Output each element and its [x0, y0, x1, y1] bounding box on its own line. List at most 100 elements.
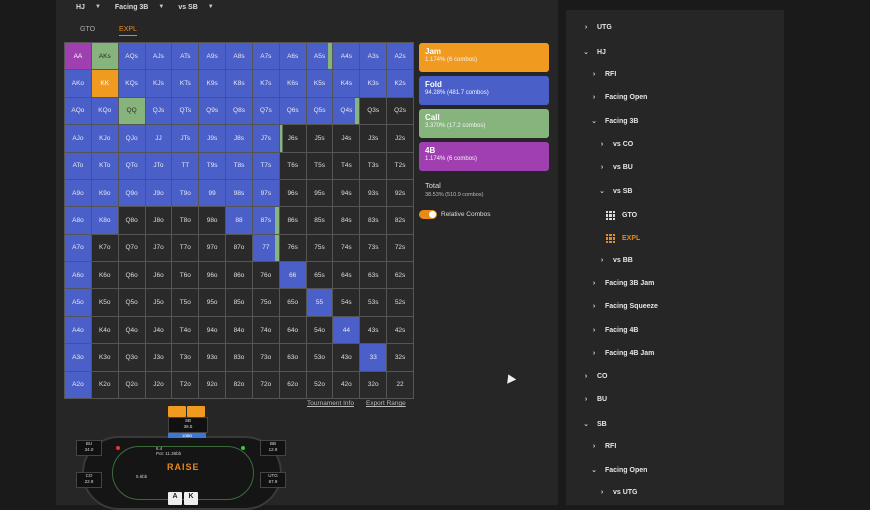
- hand-cell[interactable]: AJo: [65, 125, 91, 152]
- hand-cell[interactable]: 76s: [279, 234, 306, 262]
- hand-cell[interactable]: QJs: [145, 97, 172, 125]
- hand-cell[interactable]: A4o: [65, 316, 91, 344]
- hand-cell[interactable]: JTs: [172, 125, 199, 152]
- hand-cell[interactable]: Q7o: [118, 234, 145, 262]
- hand-cell[interactable]: 85o: [226, 289, 252, 316]
- tree-node[interactable]: ⌄ HJ: [582, 48, 606, 57]
- toggle-switch[interactable]: [419, 210, 437, 219]
- hand-cell[interactable]: Q6o: [118, 262, 145, 289]
- tree-node[interactable]: EXPL: [606, 234, 640, 243]
- hand-cell[interactable]: 22: [387, 371, 413, 398]
- hand-cell[interactable]: 92o: [199, 371, 226, 398]
- hand-cell[interactable]: KQs: [118, 70, 145, 97]
- hand-cell[interactable]: 83o: [226, 344, 252, 371]
- hand-cell[interactable]: 98s: [226, 179, 252, 207]
- hand-cell[interactable]: A6s: [279, 43, 306, 70]
- hand-cell[interactable]: T3s: [360, 152, 387, 179]
- hand-cell[interactable]: J9s: [199, 125, 226, 152]
- tournament-info-link[interactable]: Tournament Info: [307, 400, 354, 407]
- tab-gto[interactable]: GTO: [80, 26, 96, 33]
- hand-cell[interactable]: A3o: [65, 344, 91, 371]
- hand-cell[interactable]: J5s: [306, 125, 333, 152]
- hand-cell[interactable]: K8s: [226, 70, 252, 97]
- hand-cell[interactable]: K5o: [91, 289, 118, 316]
- hand-cell[interactable]: 32s: [387, 344, 413, 371]
- hand-cell[interactable]: AQs: [118, 43, 145, 70]
- hand-cell[interactable]: 84s: [333, 207, 360, 234]
- hand-cell[interactable]: TT: [172, 152, 199, 179]
- hand-cell[interactable]: K8o: [91, 207, 118, 234]
- hand-cell[interactable]: J7o: [145, 234, 172, 262]
- hand-cell[interactable]: J5o: [145, 289, 172, 316]
- hand-cell[interactable]: 63o: [279, 344, 306, 371]
- hand-cell[interactable]: 87o: [226, 234, 252, 262]
- hand-cell[interactable]: J9o: [145, 179, 172, 207]
- hand-cell[interactable]: KK: [91, 70, 118, 97]
- hand-cell[interactable]: K5s: [306, 70, 333, 97]
- hand-cell[interactable]: T7s: [252, 152, 279, 179]
- hand-cell[interactable]: 54o: [306, 316, 333, 344]
- hand-cell[interactable]: T3o: [172, 344, 199, 371]
- tree-node[interactable]: › Facing Open: [590, 94, 648, 101]
- hand-cell[interactable]: K7s: [252, 70, 279, 97]
- hand-cell[interactable]: J7s: [252, 125, 279, 152]
- hand-cell[interactable]: A2o: [65, 371, 91, 398]
- hand-cell[interactable]: Q6s: [279, 97, 306, 125]
- hand-cell[interactable]: A5o: [65, 289, 91, 316]
- hand-cell[interactable]: J4s: [333, 125, 360, 152]
- hand-cell[interactable]: 88: [226, 207, 252, 234]
- hand-cell[interactable]: J2o: [145, 371, 172, 398]
- hand-cell[interactable]: T8o: [172, 207, 199, 234]
- hand-cell[interactable]: K6s: [279, 70, 306, 97]
- tree-node[interactable]: › vs BU: [598, 164, 633, 171]
- hand-cell[interactable]: 52o: [306, 371, 333, 398]
- seat-utg[interactable]: UTG 67.9: [260, 472, 286, 488]
- tree-node[interactable]: ⌄ SB: [582, 420, 607, 429]
- hand-cell[interactable]: Q2s: [387, 97, 413, 125]
- hand-cell[interactable]: AA: [65, 43, 91, 70]
- hand-cell[interactable]: 76o: [252, 262, 279, 289]
- hand-cell[interactable]: QTo: [118, 152, 145, 179]
- hand-cell[interactable]: 44: [333, 316, 360, 344]
- hand-cell[interactable]: KTo: [91, 152, 118, 179]
- hand-cell[interactable]: 72o: [252, 371, 279, 398]
- hand-cell[interactable]: J4o: [145, 316, 172, 344]
- hand-cell[interactable]: J6o: [145, 262, 172, 289]
- seat-co[interactable]: CO 22.9: [76, 472, 102, 488]
- hand-cell[interactable]: 86s: [279, 207, 306, 234]
- hand-cell[interactable]: Q9o: [118, 179, 145, 207]
- hand-cell[interactable]: A8s: [226, 43, 252, 70]
- hand-cell[interactable]: Q9s: [199, 97, 226, 125]
- action-fold[interactable]: Fold 94.28% (481.7 combos): [419, 76, 549, 105]
- hand-cell[interactable]: 93s: [360, 179, 387, 207]
- hand-cell[interactable]: 62o: [279, 371, 306, 398]
- tree-node[interactable]: › Facing Squeeze: [590, 303, 658, 310]
- hand-cell[interactable]: K9s: [199, 70, 226, 97]
- hand-cell[interactable]: 75s: [306, 234, 333, 262]
- hand-cell[interactable]: A9s: [199, 43, 226, 70]
- hand-cell[interactable]: ATo: [65, 152, 91, 179]
- hand-cell[interactable]: 32o: [360, 371, 387, 398]
- hand-cell[interactable]: T4s: [333, 152, 360, 179]
- hand-cell[interactable]: 54s: [333, 289, 360, 316]
- hand-cell[interactable]: Q8o: [118, 207, 145, 234]
- hand-cell[interactable]: J2s: [387, 125, 413, 152]
- tree-node[interactable]: ⌄ Facing Open: [590, 466, 647, 475]
- hand-cell[interactable]: 52s: [387, 289, 413, 316]
- tree-node[interactable]: › RFI: [590, 443, 616, 450]
- tree-node[interactable]: › Facing 3B Jam: [590, 280, 655, 287]
- hand-cell[interactable]: 74s: [333, 234, 360, 262]
- hand-cell[interactable]: 43o: [333, 344, 360, 371]
- action-4b[interactable]: 4B 1.174% (6 combos): [419, 142, 549, 171]
- hand-cell[interactable]: 86o: [226, 262, 252, 289]
- hand-cell[interactable]: 94s: [333, 179, 360, 207]
- hand-cell[interactable]: K6o: [91, 262, 118, 289]
- hand-cell[interactable]: A7o: [65, 234, 91, 262]
- tree-node[interactable]: › Facing 4B: [590, 327, 639, 334]
- export-range-link[interactable]: Export Range: [365, 400, 406, 407]
- hand-cell[interactable]: ATs: [172, 43, 199, 70]
- hand-cell[interactable]: 98o: [199, 207, 226, 234]
- hand-cell[interactable]: 95o: [199, 289, 226, 316]
- hand-cell[interactable]: 93o: [199, 344, 226, 371]
- opponent-select[interactable]: vs SB ▼: [178, 4, 213, 11]
